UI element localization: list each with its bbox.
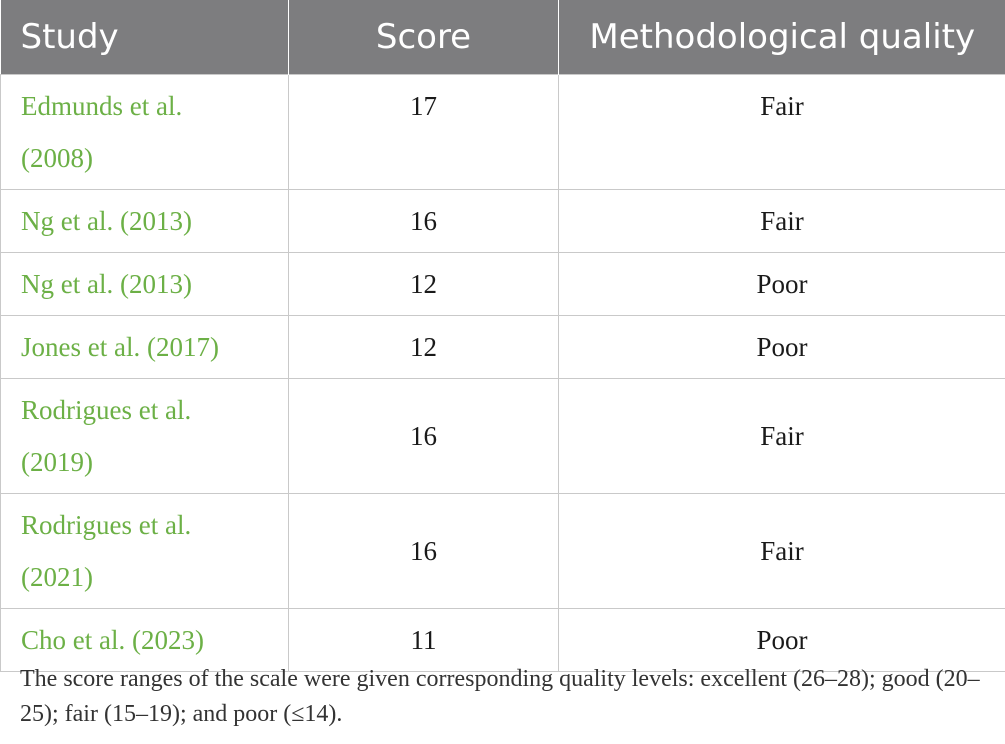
table-row: Jones et al. (2017) 12 Poor: [0, 315, 1005, 379]
study-cell[interactable]: Ng et al. (2013): [0, 189, 289, 253]
score-cell: 12: [288, 315, 559, 379]
study-link-year[interactable]: (2021): [21, 562, 93, 592]
quality-cell: Fair: [558, 493, 1005, 609]
quality-cell: Poor: [558, 315, 1005, 379]
header-quality: Methodological quality: [558, 0, 1005, 75]
study-link[interactable]: Rodrigues et al.: [21, 510, 192, 540]
study-link[interactable]: Rodrigues et al.: [21, 395, 192, 425]
table-row: Edmunds et al. (2008) 17 Fair: [0, 74, 1005, 190]
header-study: Study: [0, 0, 289, 75]
score-cell: 11: [288, 608, 559, 672]
study-link[interactable]: Jones et al. (2017): [21, 332, 219, 362]
study-cell[interactable]: Jones et al. (2017): [0, 315, 289, 379]
table-row: Ng et al. (2013) 12 Poor: [0, 252, 1005, 316]
study-link[interactable]: Edmunds et al.: [21, 91, 183, 121]
quality-cell: Fair: [558, 74, 1005, 190]
study-cell[interactable]: Cho et al. (2023): [0, 608, 289, 672]
study-link-year[interactable]: (2019): [21, 447, 93, 477]
study-link[interactable]: Ng et al. (2013): [21, 206, 192, 236]
header-score: Score: [288, 0, 559, 75]
study-cell[interactable]: Rodrigues et al. (2019): [0, 378, 289, 494]
score-cell: 16: [288, 189, 559, 253]
study-link[interactable]: Ng et al. (2013): [21, 269, 192, 299]
score-cell: 17: [288, 74, 559, 190]
study-link-year[interactable]: (2008): [21, 143, 93, 173]
quality-assessment-table: Study Score Methodological quality Edmun…: [0, 0, 1005, 672]
quality-cell: Poor: [558, 608, 1005, 672]
table-row: Rodrigues et al. (2021) 16 Fair: [0, 493, 1005, 609]
quality-cell: Fair: [558, 378, 1005, 494]
quality-cell: Poor: [558, 252, 1005, 316]
study-cell[interactable]: Edmunds et al. (2008): [0, 74, 289, 190]
score-cell: 12: [288, 252, 559, 316]
table-row: Cho et al. (2023) 11 Poor: [0, 608, 1005, 672]
score-cell: 16: [288, 493, 559, 609]
quality-cell: Fair: [558, 189, 1005, 253]
table-header-row: Study Score Methodological quality: [0, 0, 1005, 75]
study-cell[interactable]: Rodrigues et al. (2021): [0, 493, 289, 609]
study-cell[interactable]: Ng et al. (2013): [0, 252, 289, 316]
quality-table-container: Study Score Methodological quality Edmun…: [0, 0, 1005, 672]
table-row: Rodrigues et al. (2019) 16 Fair: [0, 378, 1005, 494]
score-cell: 16: [288, 378, 559, 494]
table-footnote: The score ranges of the scale were given…: [20, 666, 980, 727]
study-link[interactable]: Cho et al. (2023): [21, 625, 204, 655]
table-row: Ng et al. (2013) 16 Fair: [0, 189, 1005, 253]
